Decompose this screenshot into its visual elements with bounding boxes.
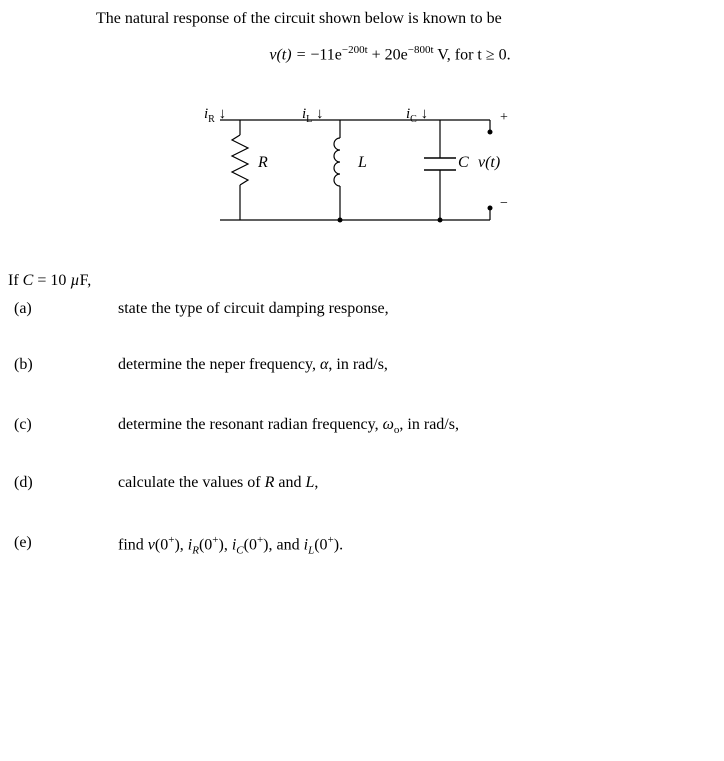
qb-label: (b): [14, 356, 114, 374]
iR-label: iR ↓: [204, 106, 226, 125]
qd-text: calculate the values of R and L,: [118, 474, 658, 492]
question-d: (d) calculate the values of R and L,: [14, 474, 694, 492]
qd-label: (d): [14, 474, 114, 492]
question-a: (a) state the type of circuit damping re…: [14, 300, 694, 318]
qe-text: find v(0+), iR(0+), iC(0+), and iL(0+).: [118, 534, 658, 557]
question-e: (e) find v(0+), iR(0+), iC(0+), and iL(0…: [14, 534, 694, 557]
eq-exp1: −200t: [342, 44, 368, 56]
question-b: (b) determine the neper frequency, α, in…: [14, 356, 694, 374]
v-label: v(t): [478, 154, 500, 172]
eq-lhs: v(t) =: [269, 46, 310, 63]
question-c: (c) determine the resonant radian freque…: [14, 416, 694, 436]
qc-text: determine the resonant radian frequency,…: [118, 416, 658, 436]
qe-label: (e): [14, 534, 114, 552]
C-label: C: [458, 154, 469, 172]
eq-plus: + 20e: [368, 46, 408, 63]
eq-coeff1: −11e: [310, 46, 342, 63]
qa-label: (a): [14, 300, 114, 318]
given-C: If C = 10 µF,: [8, 272, 91, 290]
qa-text: state the type of circuit damping respon…: [118, 300, 658, 318]
problem-title: The natural response of the circuit show…: [96, 10, 676, 28]
qb-text: determine the neper frequency, α, in rad…: [118, 356, 658, 374]
R-label: R: [258, 154, 268, 172]
qc-label: (c): [14, 416, 114, 434]
iL-label: iL ↓: [302, 106, 324, 125]
iC-label: iC ↓: [406, 106, 428, 125]
eq-tail: V, for t ≥ 0.: [434, 46, 511, 63]
eq-exp2: −800t: [408, 44, 434, 56]
plus-terminal: +: [500, 110, 508, 126]
L-label: L: [358, 154, 367, 172]
equation: v(t) = −11e−200t + 20e−800t V, for t ≥ 0…: [170, 44, 610, 64]
minus-terminal: −: [500, 196, 508, 212]
